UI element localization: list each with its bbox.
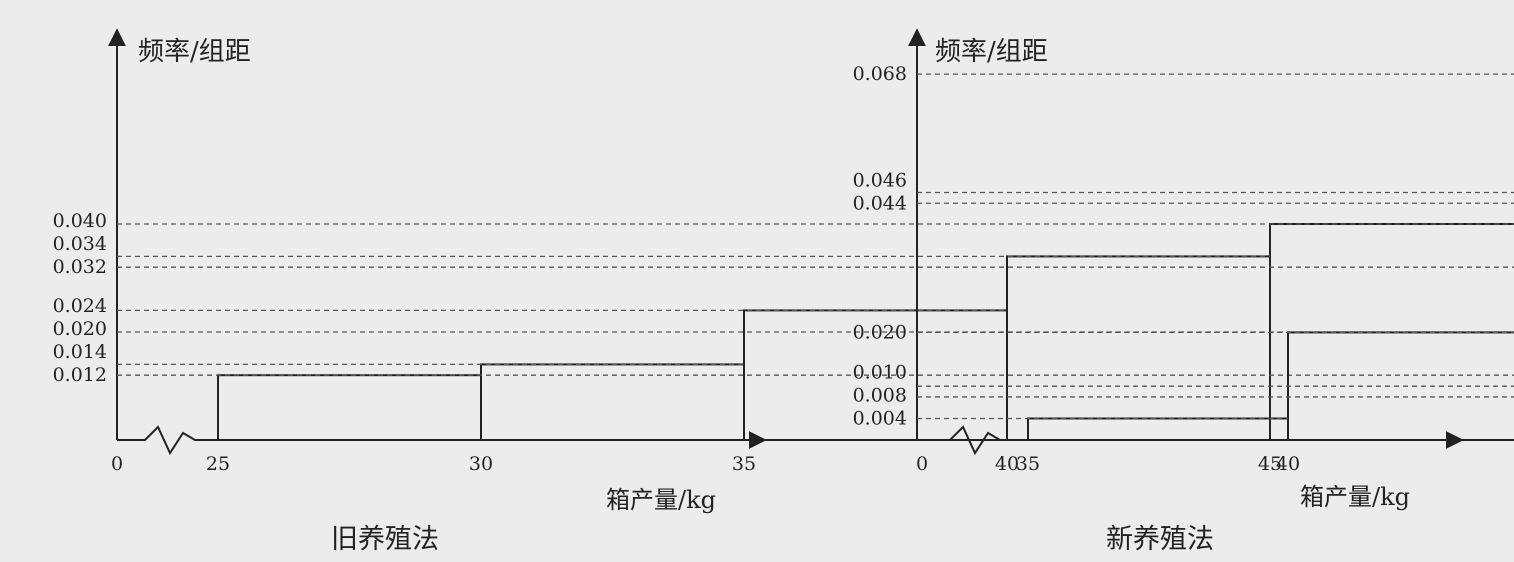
x-origin-label: 0 [111,453,123,475]
x-tick-label: 30 [469,453,493,475]
x-tick-label: 35 [732,453,756,475]
x-tick-labels: 3540455055606570 [1016,453,1300,475]
x-tick-label: 40 [1276,453,1300,475]
x-axis-break [117,425,205,456]
y-tick-label: 0.010 [853,361,907,383]
y-tick-label: 0.012 [53,364,107,386]
histogram-bar [1027,417,1289,442]
y-tick-label: 0.004 [853,407,907,429]
y-tick-label: 0.044 [853,192,907,214]
y-tick-label: 0.020 [53,318,107,340]
x-tick-label: 40 [995,453,1019,475]
chart-old-method: 频率/组距 箱产量/kg 0 旧养殖法 0.0120.0140.0200.024… [53,28,1514,555]
y-tick-label: 0.014 [53,341,107,363]
x-tick-label: 35 [1016,453,1040,475]
x-origin-label: 0 [916,453,928,475]
y-tick-label: 0.008 [853,384,907,406]
y-axis-label: 频率/组距 [138,37,251,67]
guide-lines [917,73,1514,420]
chart-caption: 新养殖法 [1106,524,1214,555]
histogram-bar [217,374,482,442]
y-axis-label: 频率/组距 [935,37,1048,67]
y-tick-label: 0.024 [53,295,107,317]
x-tick-label: 45 [1258,453,1282,475]
x-tick-labels: 25303540455055606570 [206,453,1282,475]
y-tick-label: 0.068 [853,63,907,85]
y-tick-label: 0.020 [853,321,907,343]
x-axis-break [917,425,1010,456]
x-tick-label: 25 [206,453,230,475]
histogram-bar [1006,255,1271,441]
x-axis-label: 箱产量/kg [606,486,716,514]
y-tick-label: 0.040 [53,210,107,232]
y-tick-label: 0.034 [53,233,107,255]
x-axis-label: 箱产量/kg [1300,483,1410,511]
y-tick-label: 0.032 [53,256,107,278]
guide-lines [117,223,1514,376]
chart-caption: 旧养殖法 [331,524,439,555]
y-tick-label: 0.046 [853,169,907,191]
histogram-bar [1287,331,1514,441]
